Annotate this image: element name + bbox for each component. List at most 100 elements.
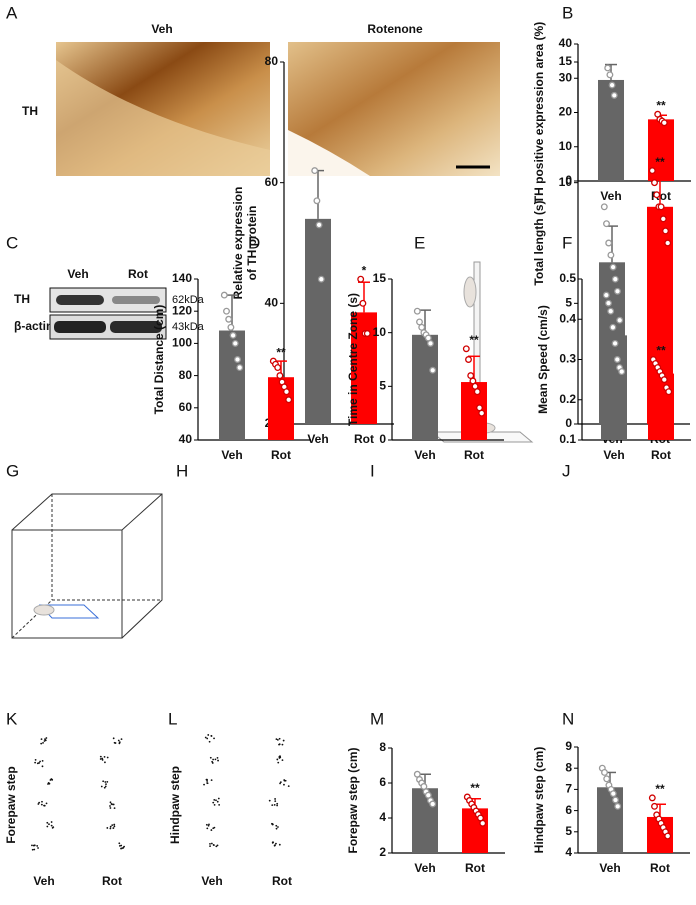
footprint-dot xyxy=(271,804,274,807)
x-tick-label: Rot xyxy=(271,448,291,462)
y-tick-label: 30 xyxy=(559,70,573,84)
data-point xyxy=(606,71,614,79)
bar xyxy=(412,334,438,440)
significance: ** xyxy=(470,781,480,795)
footprint-dot xyxy=(281,759,284,762)
footprint-dot xyxy=(210,779,213,782)
y-tick-label: 6 xyxy=(379,775,386,789)
data-point xyxy=(607,251,615,259)
image-title: Veh xyxy=(151,22,172,36)
footprint-dot xyxy=(109,825,112,828)
data-point xyxy=(429,800,437,808)
y-tick-label: 0.5 xyxy=(559,271,576,285)
y-tick-label: 9 xyxy=(565,739,572,753)
footprint-dot xyxy=(273,803,276,806)
footprint-dot xyxy=(103,755,106,758)
y-tick-label: 2 xyxy=(379,845,386,859)
footprint-dot xyxy=(287,785,290,788)
size-label: 62kDa xyxy=(172,294,205,306)
bar xyxy=(601,335,627,440)
y-tick-label: 60 xyxy=(179,400,193,414)
footprint-dot xyxy=(276,758,279,761)
data-point xyxy=(603,220,610,228)
data-point xyxy=(225,315,233,323)
band xyxy=(56,295,104,305)
y-tick-label: 5 xyxy=(565,296,572,310)
footprint-dot xyxy=(271,841,274,844)
footprint-dot xyxy=(36,762,39,765)
footprint-dot xyxy=(99,755,102,758)
band xyxy=(112,296,160,304)
footprint-dot xyxy=(52,826,55,829)
data-point xyxy=(614,802,622,810)
y-axis-label: Total Distance (cm) xyxy=(152,305,166,415)
size-label: 43kDa xyxy=(172,321,205,333)
footprint-dot xyxy=(44,738,46,740)
lane-label: Veh xyxy=(67,267,88,281)
significance: ** xyxy=(469,333,479,347)
footprint-dot xyxy=(274,800,277,802)
data-point xyxy=(607,307,615,315)
group-label: Veh xyxy=(33,874,54,888)
footprint-dot xyxy=(284,779,287,782)
data-point xyxy=(616,316,624,324)
significance: ** xyxy=(656,98,666,112)
footprint-dot xyxy=(113,823,116,826)
footprint-dot xyxy=(112,827,115,829)
data-point xyxy=(600,203,608,211)
footprint-dot xyxy=(212,827,215,830)
data-point xyxy=(357,275,365,283)
row-label: β-actin xyxy=(14,319,53,333)
data-point xyxy=(662,227,669,235)
footprint-dot xyxy=(41,800,43,803)
footprint-dot xyxy=(106,780,109,783)
data-point xyxy=(664,239,672,247)
footprint-dot xyxy=(276,802,279,805)
footprint-dot xyxy=(216,756,219,759)
data-point xyxy=(611,339,619,347)
data-point xyxy=(651,179,658,187)
footprint-dot xyxy=(212,801,215,804)
y-axis-label: TH positive expression area (%) xyxy=(532,22,546,203)
footprint-dot xyxy=(276,804,279,807)
panel-letter: C xyxy=(6,233,18,252)
footprint-dot xyxy=(103,786,106,789)
footprint-dot xyxy=(45,737,48,739)
data-point xyxy=(648,167,656,175)
bar xyxy=(305,218,331,424)
footprint-dot xyxy=(37,803,40,805)
data-point xyxy=(236,364,244,371)
footprint-dot xyxy=(203,783,205,786)
y-tick-label: 10 xyxy=(559,139,573,153)
footprint-dot xyxy=(213,803,216,806)
y-tick-label: 15 xyxy=(559,54,573,68)
footprint-dot xyxy=(113,807,116,810)
y-tick-label: 7 xyxy=(565,782,572,796)
data-point xyxy=(653,191,661,199)
footprint-dot xyxy=(209,845,211,848)
data-point xyxy=(223,307,230,315)
footprint-dot xyxy=(212,758,215,761)
footprint-dot xyxy=(40,742,43,745)
footprint-dot xyxy=(106,827,109,829)
y-tick-label: 40 xyxy=(179,432,193,446)
footprint-dot xyxy=(39,760,41,763)
footprint-dot xyxy=(282,739,285,742)
footprint-dot xyxy=(213,737,215,740)
footprint-dot xyxy=(217,759,219,762)
footprint-dot xyxy=(120,844,123,847)
footprint-dot xyxy=(50,824,53,827)
footprint-dot xyxy=(32,844,35,847)
y-tick-label: 140 xyxy=(172,271,192,285)
panel-letter: A xyxy=(6,3,18,22)
data-point xyxy=(664,832,672,840)
group-label: Rot xyxy=(272,874,292,888)
data-point xyxy=(276,372,284,380)
x-tick-label: Veh xyxy=(603,448,624,462)
data-point xyxy=(660,119,668,127)
y-tick-label: 4 xyxy=(565,845,572,859)
footprint-dot xyxy=(109,805,111,807)
data-point xyxy=(227,323,235,331)
footprint-dot xyxy=(275,824,278,827)
y-tick-label: 0.4 xyxy=(559,311,576,325)
